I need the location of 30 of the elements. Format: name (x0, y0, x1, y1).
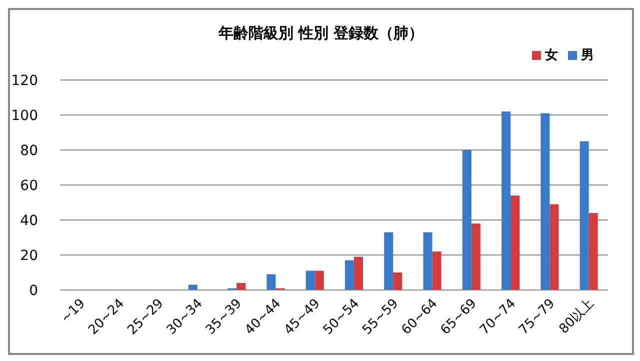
bar (462, 150, 472, 290)
y-tick-label: 100 (11, 108, 38, 124)
x-tick-label: 80以上 (556, 296, 598, 337)
y-tick-label: 80 (20, 142, 38, 159)
bar (580, 141, 589, 290)
y-tick-label: 0 (29, 282, 38, 299)
bar (550, 204, 559, 290)
bar (314, 270, 324, 290)
legend-label: 女 (545, 48, 558, 63)
bar (306, 270, 315, 290)
legend-label: 男 (581, 48, 594, 63)
bar (423, 232, 432, 290)
y-tick-label: 40 (20, 212, 38, 229)
bar (354, 256, 363, 290)
x-tick-label: ~19 (58, 296, 88, 326)
bar (344, 260, 354, 290)
bar (510, 196, 520, 290)
y-tick-label: 60 (20, 178, 38, 194)
bar (266, 274, 276, 290)
bar (502, 112, 511, 290)
bar (588, 213, 598, 290)
chart-title: 年齢階級別 性別 登録数（肺） (217, 24, 425, 43)
bar (393, 272, 402, 290)
bar (540, 113, 550, 290)
bar (384, 232, 394, 290)
y-tick-label: 120 (11, 72, 38, 89)
bar (432, 252, 442, 290)
bar (471, 224, 480, 290)
y-tick-label: 20 (20, 248, 38, 264)
bar (236, 283, 246, 290)
